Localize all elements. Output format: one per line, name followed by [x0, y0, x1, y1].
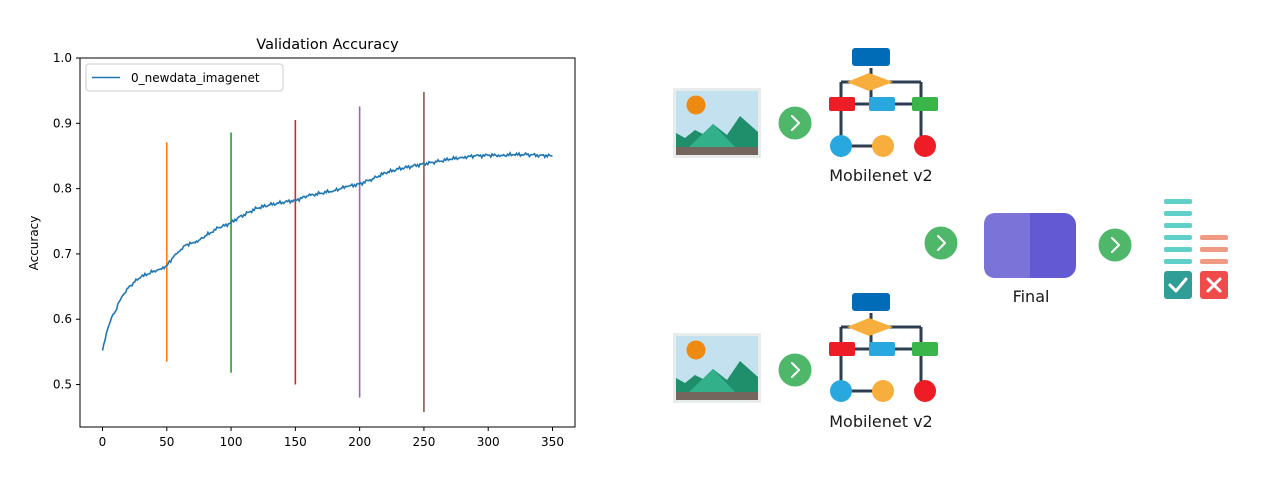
x-tick-label: 300: [477, 435, 500, 449]
accuracy-chart: Validation Accuracy Accuracy 0 50 100 150 20…: [27, 37, 576, 449]
x-tick-label: 100: [220, 435, 243, 449]
flowchart-network-icon: [827, 291, 940, 404]
x-tick-label: 200: [348, 435, 371, 449]
legend-entry: 0_newdata_imagenet: [131, 71, 260, 85]
epoch-markers: [165, 91, 425, 412]
y-tick-label: 0.9: [53, 116, 72, 130]
landscape-image-icon: [673, 333, 761, 403]
x-tick-label: 0: [99, 435, 107, 449]
pipeline-diagram: Mobilenet v2 Mobilenet v2 Final: [673, 46, 1228, 431]
model-top-label: Mobilenet v2: [829, 166, 932, 185]
legend-box: [85, 63, 284, 92]
y-axis-label: Accuracy: [27, 216, 41, 271]
plot-frame: [79, 57, 576, 428]
check-icon: [1164, 271, 1192, 299]
chevron-right-circle-icon: [1097, 227, 1133, 263]
flowchart-network-icon: [827, 46, 940, 159]
chart-title: Validation Accuracy: [256, 37, 399, 53]
y-axis: 0.5 0.6 0.7 0.8 0.9 1.0: [53, 51, 80, 392]
legend: 0_newdata_imagenet: [85, 63, 284, 92]
final-label: Final: [1013, 287, 1050, 306]
checklist-icon: [1164, 199, 1228, 299]
chevron-right-circle-icon: [923, 225, 959, 261]
final-block-icon: [984, 213, 1076, 278]
y-tick-label: 0.7: [53, 247, 72, 261]
y-tick-label: 0.6: [53, 312, 72, 326]
y-tick-label: 0.8: [53, 182, 72, 196]
y-tick-label: 0.5: [53, 378, 72, 392]
chevron-right-circle-icon: [777, 105, 813, 141]
x-tick-label: 50: [159, 435, 174, 449]
x-axis: 0 50 100 150 200 250 300 350: [99, 427, 564, 449]
chevron-right-circle-icon: [777, 352, 813, 388]
model-bottom-label: Mobilenet v2: [829, 412, 932, 431]
x-tick-label: 150: [284, 435, 307, 449]
landscape-image-icon: [673, 88, 761, 158]
x-tick-label: 350: [541, 435, 564, 449]
x-tick-label: 250: [412, 435, 435, 449]
series-line-0_newdata_imagenet: [101, 151, 553, 351]
y-tick-label: 1.0: [53, 51, 72, 65]
